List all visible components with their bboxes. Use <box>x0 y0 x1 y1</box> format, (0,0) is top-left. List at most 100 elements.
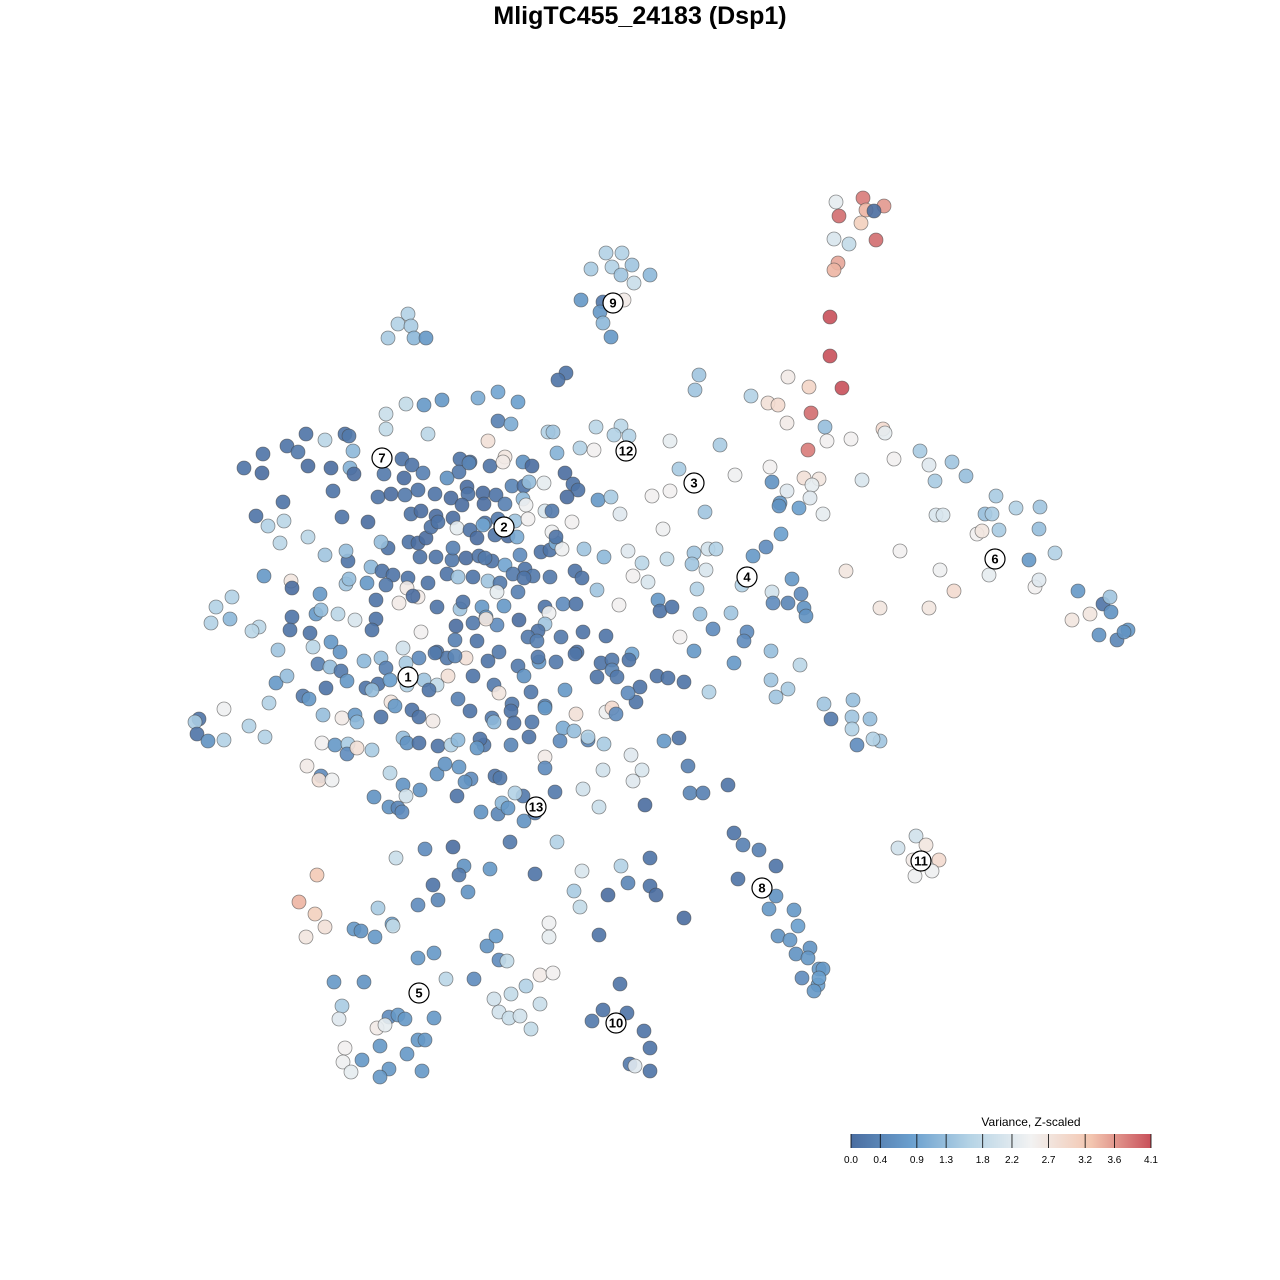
data-point <box>680 758 696 774</box>
data-point <box>620 875 636 891</box>
data-point <box>300 458 316 474</box>
data-point <box>507 785 523 801</box>
data-point <box>382 765 398 781</box>
data-point <box>1031 521 1047 537</box>
data-point <box>397 487 413 503</box>
data-point <box>383 486 399 502</box>
data-point <box>282 622 298 638</box>
data-point <box>664 599 680 615</box>
data-point <box>477 550 493 566</box>
data-point <box>806 983 822 999</box>
data-point <box>438 971 454 987</box>
data-point <box>257 729 273 745</box>
data-point <box>260 518 276 534</box>
data-point <box>395 640 411 656</box>
data-point <box>372 1038 388 1054</box>
data-point <box>890 840 906 856</box>
data-point <box>439 470 455 486</box>
data-point <box>529 633 545 649</box>
data-point <box>791 500 807 516</box>
data-point <box>491 685 507 701</box>
data-point <box>516 813 532 829</box>
data-point <box>862 711 878 727</box>
data-point <box>557 682 573 698</box>
data-point <box>216 701 232 717</box>
data-point <box>803 405 819 421</box>
data-point <box>908 828 924 844</box>
data-point <box>584 1013 600 1029</box>
legend-ticks: 0.0 0.4 0.9 1.3 1.8 2.2 2.7 3.2 3.6 4.1 <box>844 1134 1158 1166</box>
data-point <box>682 785 698 801</box>
data-point <box>337 1040 353 1056</box>
data-point <box>689 581 705 597</box>
data-point <box>802 490 818 506</box>
data-point <box>380 330 396 346</box>
data-point <box>984 506 1000 522</box>
data-point <box>312 586 328 602</box>
data-point <box>378 406 394 422</box>
cluster-label-12: 12 <box>615 440 637 462</box>
data-point <box>549 445 565 461</box>
data-point <box>479 938 495 954</box>
data-point <box>1021 552 1037 568</box>
data-point <box>373 534 389 550</box>
data-point <box>521 474 537 490</box>
data-point <box>659 551 675 567</box>
data-point <box>692 606 708 622</box>
data-point <box>598 245 614 261</box>
data-point <box>502 834 518 850</box>
data-point <box>335 1054 351 1070</box>
data-point <box>1070 583 1086 599</box>
data-point <box>461 455 477 471</box>
data-point <box>603 329 619 345</box>
cluster-label-13: 13 <box>525 796 547 818</box>
cluster-label-11: 11 <box>910 850 932 872</box>
data-point <box>845 692 861 708</box>
cluster-label-2: 2 <box>493 516 515 538</box>
data-point <box>412 549 428 565</box>
data-point <box>434 392 450 408</box>
data-point <box>591 799 607 815</box>
color-legend: Variance, Z-scaled 0.0 0.4 0.9 1.3 1.8 2.2 2.7… <box>844 1115 1158 1166</box>
data-point <box>768 858 784 874</box>
legend-tick-label: 4.1 <box>1144 1155 1158 1166</box>
legend-tick-label: 3.6 <box>1107 1155 1121 1166</box>
data-point <box>784 571 800 587</box>
data-point <box>564 514 580 530</box>
data-point <box>334 509 350 525</box>
data-point <box>946 583 962 599</box>
data-point <box>764 474 780 490</box>
cluster-label-circle <box>615 440 637 462</box>
data-point <box>603 489 619 505</box>
data-point <box>445 540 461 556</box>
data-point <box>391 595 407 611</box>
cluster-label-4: 4 <box>736 566 758 588</box>
data-point <box>705 621 721 637</box>
data-point <box>697 504 713 520</box>
data-point <box>868 232 884 248</box>
data-point <box>794 970 810 986</box>
data-point <box>478 611 494 627</box>
cluster-label-text: 6 <box>991 552 998 567</box>
cluster-label-circle <box>525 796 547 818</box>
data-point <box>496 598 512 614</box>
data-point <box>792 657 808 673</box>
data-point <box>771 498 787 514</box>
data-point <box>382 672 398 688</box>
data-point <box>831 208 847 224</box>
data-point <box>272 535 288 551</box>
data-point <box>819 433 835 449</box>
data-point <box>865 731 881 747</box>
data-point <box>554 541 570 557</box>
data-point <box>596 736 612 752</box>
data-point <box>346 466 362 482</box>
data-point <box>334 710 350 726</box>
data-point <box>224 589 240 605</box>
data-point <box>932 562 948 578</box>
data-point <box>450 732 466 748</box>
data-point <box>773 526 789 542</box>
data-point <box>918 837 934 853</box>
cluster-label-text: 10 <box>609 1016 623 1031</box>
data-point <box>790 918 806 934</box>
